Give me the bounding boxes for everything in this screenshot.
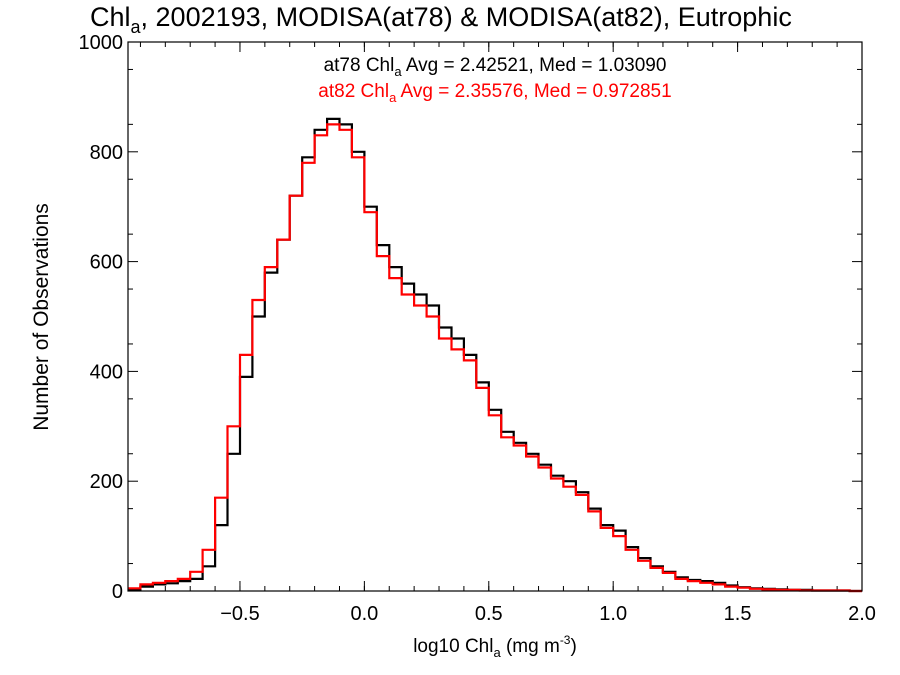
y-tick-label: 400: [90, 361, 123, 383]
series-stats-at82: at82 Chla Avg = 2.35576, Med = 0.972851: [318, 81, 671, 105]
series-line-at82: [128, 123, 862, 593]
series-stats-at78: at78 Chla Avg = 2.42521, Med = 1.03090: [324, 55, 667, 79]
x-axis-label-subscript: a: [493, 645, 501, 660]
x-tick-label: 0.5: [475, 603, 503, 625]
chart-title: Chla, 2002193, MODISA(at78) & MODISA(at8…: [90, 2, 792, 37]
tick-labels: −0.5 0.0 0.5 1.0 1.5 2.0 0 200 400 600 800 1000: [79, 32, 876, 625]
series-layer: [128, 117, 862, 593]
stats-at82-values: Avg = 2.35576, Med = 0.972851: [396, 81, 671, 102]
x-tick-label: 0.0: [350, 603, 378, 625]
y-tick-label: 800: [90, 142, 123, 164]
x-axis-label-prefix: log10 Chl: [413, 636, 493, 657]
x-axis-label: log10 Chla (mg m-3): [413, 633, 577, 660]
axis-ticks: [128, 41, 863, 592]
y-tick-label: 200: [90, 471, 123, 493]
x-tick-label: −0.5: [220, 603, 259, 625]
stats-at78-subscript: a: [394, 64, 402, 79]
stats-at78-prefix: at78 Chl: [324, 55, 395, 76]
x-tick-label: 1.5: [724, 603, 752, 625]
chart-title-main: Chl: [90, 2, 131, 32]
x-axis-label-suffix: ): [570, 636, 576, 657]
y-tick-label: 0: [112, 581, 123, 603]
y-tick-label: 600: [90, 252, 123, 274]
chart-title-subscript: a: [131, 17, 142, 37]
x-tick-label: 1.0: [599, 603, 627, 625]
stats-at82-subscript: a: [389, 90, 397, 105]
y-tick-label: 1000: [79, 32, 124, 54]
x-axis-label-superscript: -3: [560, 633, 571, 647]
stats-at82-prefix: at82 Chl: [318, 81, 389, 102]
x-tick-label: 2.0: [848, 603, 876, 625]
plot-frame: [127, 41, 863, 592]
y-axis-label: Number of Observations: [30, 203, 53, 431]
x-axis-label-units: (mg m: [501, 636, 560, 657]
chart-title-rest: , 2002193, MODISA(at78) & MODISA(at82), …: [141, 2, 792, 32]
series-line-at78: [128, 117, 862, 593]
stats-at78-values: Avg = 2.42521, Med = 1.03090: [402, 55, 667, 76]
